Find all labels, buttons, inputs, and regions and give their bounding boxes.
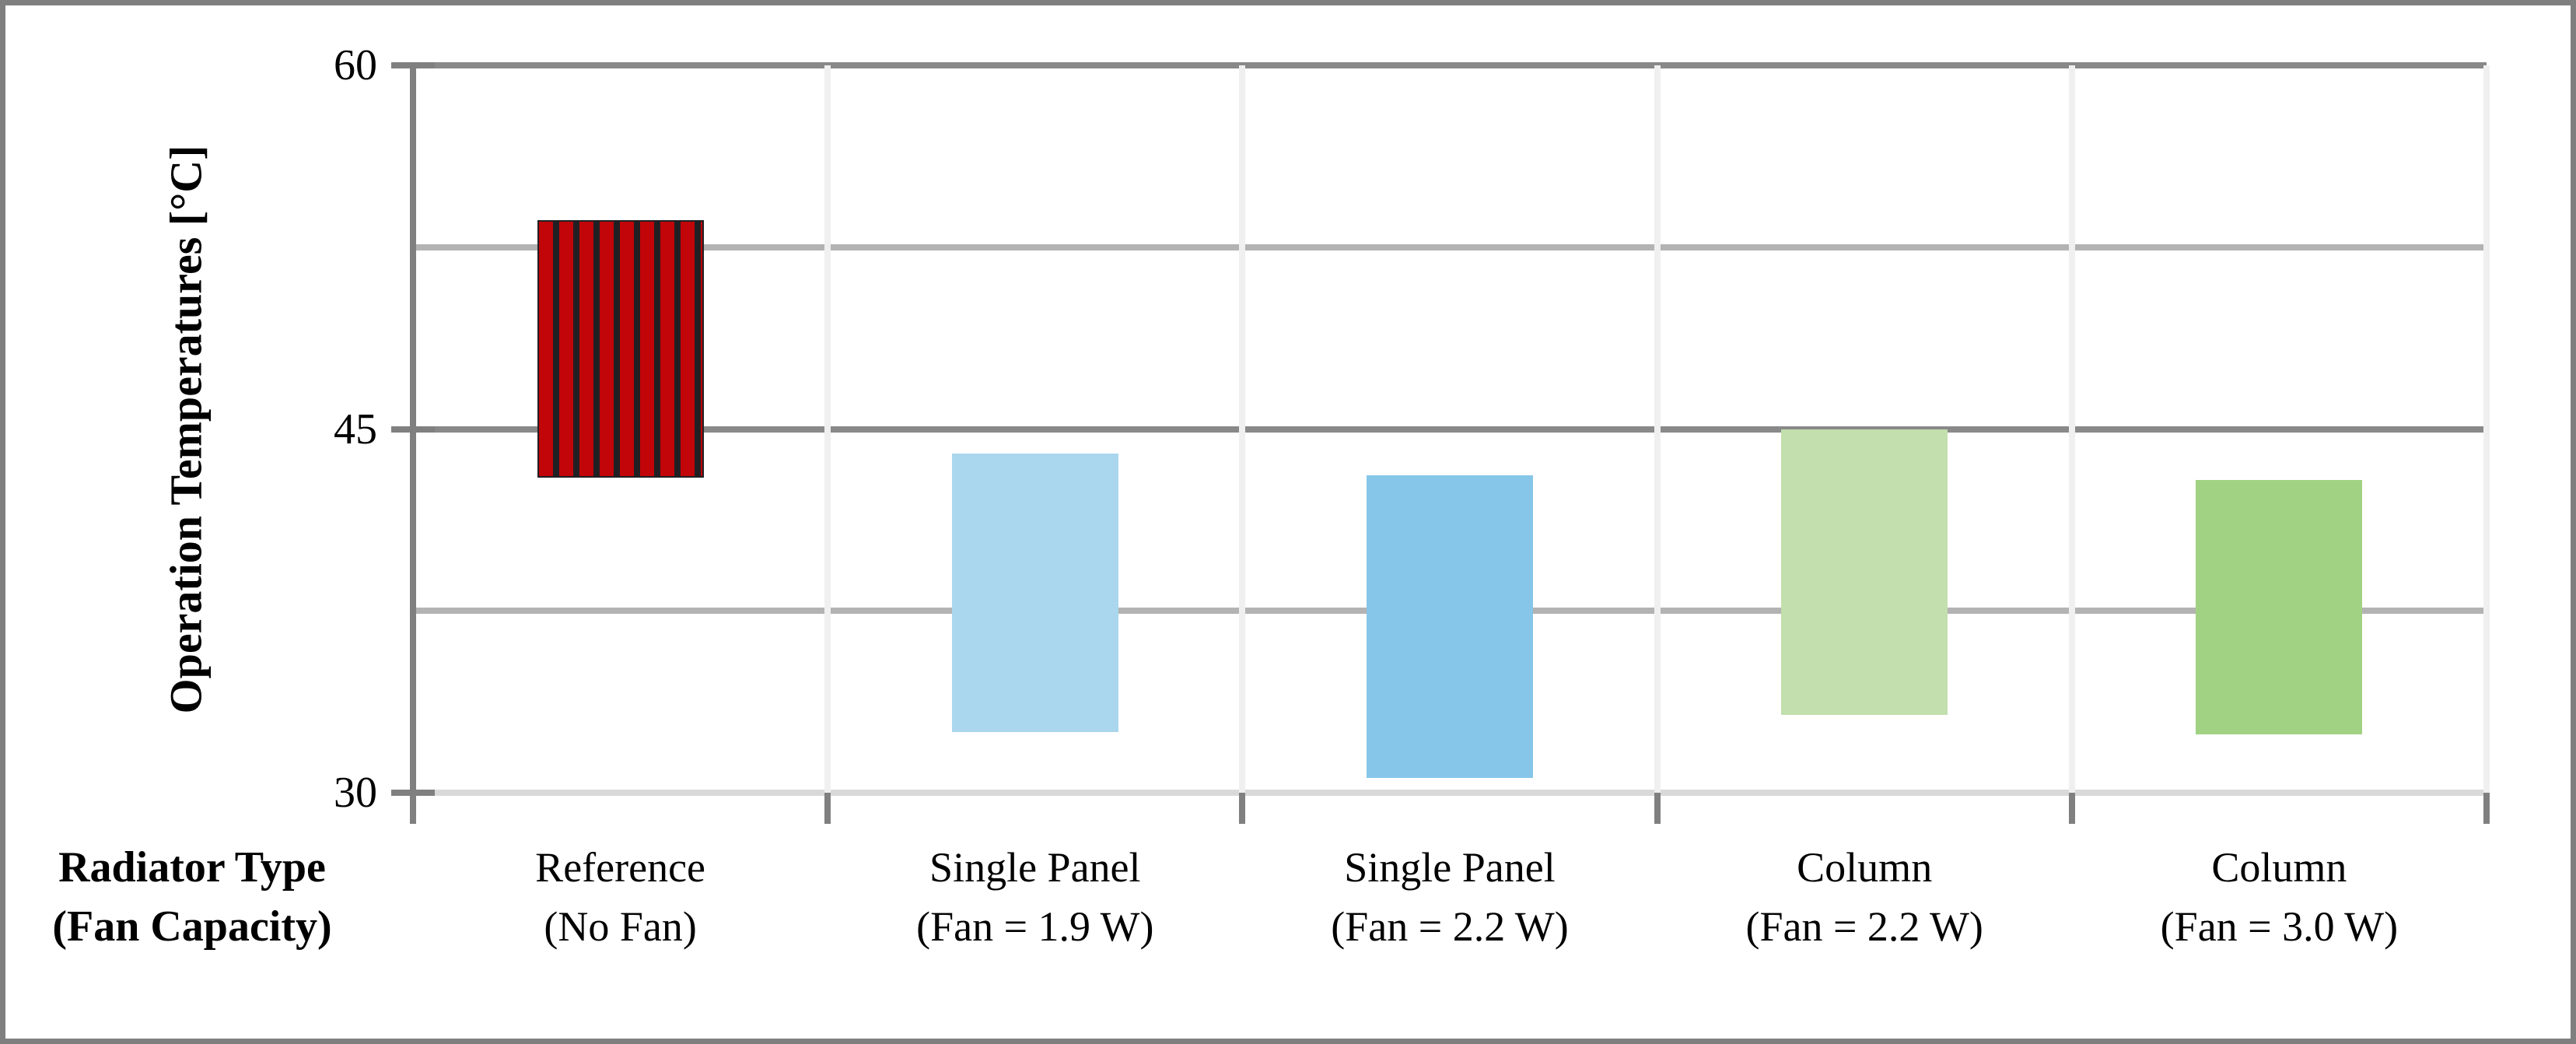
y-axis-tick-60 [391,62,435,68]
category-separator [1654,65,1661,793]
category-label-4: Column (Fan = 2.2 W) [1745,838,1983,956]
category-separator [2068,65,2075,793]
x-axis-baseline [413,790,2487,796]
category-label-2-line2: (Fan = 1.9 W) [916,903,1154,950]
category-label-5-line2: (Fan = 3.0 W) [2160,903,2399,950]
category-label-4-line2: (Fan = 2.2 W) [1745,903,1983,950]
category-label-1-line1: Reference [535,844,706,891]
bar-column-fan-3-0-w- [2196,479,2363,735]
category-label-1-line2: (No Fan) [544,903,697,950]
category-label-3: Single Panel (Fan = 2.2 W) [1331,838,1568,956]
bar-single-panel-fan-2-2-w- [1367,475,1533,779]
bar-reference-no-fan- [537,220,704,478]
category-label-4-line1: Column [1797,844,1933,891]
x-axis-tick [1654,793,1661,824]
x-axis-tick [824,793,831,824]
category-separator [1239,65,1246,793]
category-separator [2483,65,2490,793]
bar-single-panel-fan-1-9-w- [951,453,1118,733]
major-gridline-60 [413,62,2487,68]
major-gridline-45 [413,426,2487,433]
y-tick-label-60: 60 [334,41,377,89]
y-axis-tick-45 [391,426,435,433]
y-tick-label-45: 45 [334,405,377,454]
x-axis-tick [1239,793,1246,824]
bar-column-fan-2-2-w- [1781,429,1948,716]
y-tick-label-30: 30 [334,769,377,817]
category-label-2: Single Panel (Fan = 1.9 W) [916,838,1153,956]
x-axis-tick [2068,793,2075,824]
x-axis-tick [410,793,416,824]
category-separator [824,65,831,793]
category-label-5-line1: Column [2211,844,2347,891]
x-axis-title: Radiator Type (Fan Capacity) [52,838,331,956]
x-axis-title-line2: (Fan Capacity) [52,902,332,951]
category-label-2-line1: Single Panel [929,844,1141,891]
x-axis-tick [2483,793,2490,824]
category-label-1: Reference (No Fan) [535,838,705,956]
category-label-3-line2: (Fan = 2.2 W) [1331,903,1569,950]
x-axis-title-line1: Radiator Type [58,843,326,892]
minor-gridline-52.5 [413,243,2487,250]
category-label-5: Column (Fan = 3.0 W) [2161,838,2398,956]
category-label-3-line1: Single Panel [1344,844,1556,891]
